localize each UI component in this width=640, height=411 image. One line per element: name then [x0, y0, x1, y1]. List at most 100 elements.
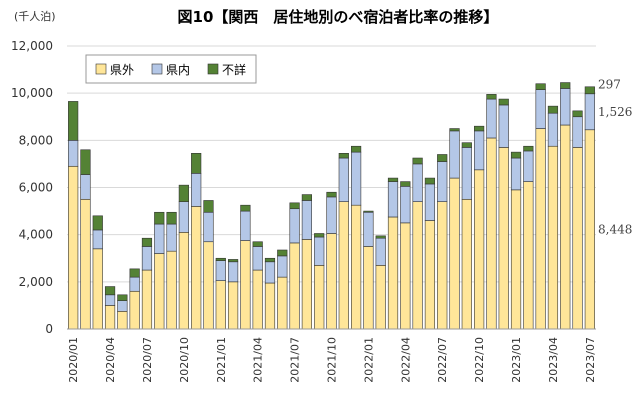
annotations: 297 1,526 8,448 — [598, 77, 632, 236]
legend-swatch — [95, 63, 107, 75]
x-tick-label: 2020/01 — [67, 337, 80, 383]
bars — [68, 82, 595, 330]
bar-segment — [277, 276, 288, 330]
bar-segment — [104, 305, 116, 330]
bar-segment — [141, 269, 153, 330]
bar-segment — [277, 249, 288, 257]
bar-segment — [301, 200, 312, 240]
x-tick-label: 2023/01 — [510, 337, 523, 383]
bar-segment — [227, 261, 239, 283]
bar-segment — [240, 240, 251, 330]
x-tick-label: 2021/04 — [252, 337, 265, 383]
bar-segment — [387, 181, 399, 218]
x-tick-label: 2022/01 — [362, 337, 375, 383]
bar-segment — [351, 204, 362, 330]
annotation-label: 1,526 — [598, 105, 632, 119]
x-tick-label: 2022/10 — [473, 337, 486, 383]
bar-segment — [80, 198, 91, 330]
x-tick-label: 2021/01 — [215, 337, 228, 383]
bar-segment — [510, 151, 522, 159]
bar-segment — [154, 253, 165, 330]
bar-segment — [351, 145, 362, 153]
x-tick-label: 2022/04 — [399, 337, 412, 383]
bar-segment — [338, 157, 349, 202]
legend-label: 県内 — [166, 63, 190, 77]
bar-segment — [510, 189, 522, 330]
bar-segment — [584, 129, 595, 330]
bar-segment — [129, 290, 140, 330]
x-tick-label: 2023/07 — [584, 337, 597, 383]
bar-segment — [474, 130, 485, 171]
bar-segment — [104, 294, 116, 306]
bar-segment — [191, 206, 202, 330]
bar-segment — [264, 261, 276, 284]
bar-segment — [437, 201, 448, 330]
bar-segment — [80, 174, 91, 200]
bar-segment — [240, 204, 251, 212]
bar-segment — [375, 235, 386, 239]
bar-segment — [412, 163, 423, 202]
bar-segment — [191, 153, 202, 174]
x-tick-label: 2023/04 — [547, 337, 560, 383]
bar-segment — [412, 201, 423, 330]
bar-segment — [498, 104, 509, 148]
x-tick-label: 2020/07 — [141, 337, 154, 383]
chart-title: 図10【関西 居住地別のべ宿泊者比率の推移】 — [178, 8, 499, 26]
bar-segment — [68, 140, 79, 167]
bar-segment — [264, 257, 276, 263]
bar-segment — [301, 194, 312, 201]
bar-segment — [326, 196, 337, 234]
bar-segment — [449, 130, 460, 179]
bar-segment — [523, 145, 534, 152]
bar-segment — [572, 116, 583, 148]
bar-segment — [338, 153, 349, 159]
bar-segment — [154, 223, 165, 254]
bar-segment — [80, 149, 91, 175]
bar-segment — [252, 269, 263, 330]
bar-segment — [437, 161, 448, 202]
y-tick-label: 2,000 — [19, 275, 53, 289]
bar-segment — [252, 241, 263, 247]
bar-segment — [92, 248, 103, 330]
bar-segment — [560, 124, 571, 330]
bar-segment — [486, 137, 497, 330]
y-tick-label: 4,000 — [19, 228, 53, 242]
bar-segment — [191, 173, 202, 207]
annotation-label: 297 — [598, 77, 621, 91]
bar-segment — [215, 280, 226, 330]
x-tick-label: 2021/07 — [289, 337, 302, 383]
bar-segment — [117, 311, 128, 330]
bar-segment — [314, 236, 325, 266]
bar-segment — [264, 282, 276, 330]
bar-segment — [178, 232, 189, 330]
bar-segment — [375, 265, 386, 330]
y-tick-label: 12,000 — [11, 39, 53, 53]
bar-segment — [523, 150, 534, 182]
legend-label: 不詳 — [222, 62, 246, 77]
bar-segment — [117, 294, 128, 302]
bar-segment — [363, 246, 374, 330]
bar-segment — [461, 198, 472, 330]
bar-segment — [547, 105, 559, 114]
bar-segment — [510, 157, 522, 191]
bar-segment — [203, 241, 214, 330]
y-tick-label: 10,000 — [11, 86, 53, 100]
bar-segment — [486, 98, 497, 139]
bar-segment — [363, 211, 374, 247]
x-tick-label: 2020/10 — [178, 337, 191, 383]
bar-segment — [387, 216, 399, 330]
bar-segment — [449, 128, 460, 132]
bar-segment — [215, 260, 226, 281]
bar-segment — [289, 202, 300, 210]
bar-segment — [252, 246, 263, 271]
bar-segment — [535, 128, 546, 330]
x-tick-label: 2020/04 — [104, 337, 117, 383]
bar-segment — [449, 177, 460, 330]
bar-segment — [424, 177, 436, 185]
bar-segment — [474, 169, 485, 330]
bar-segment — [535, 83, 546, 90]
bar-segment — [117, 300, 128, 312]
bar-segment — [240, 210, 251, 241]
bar-segment — [437, 154, 448, 162]
x-axis-ticks: 2020/01 2020/04 2020/07 2020/10 2021/01 2021/… — [67, 337, 597, 383]
